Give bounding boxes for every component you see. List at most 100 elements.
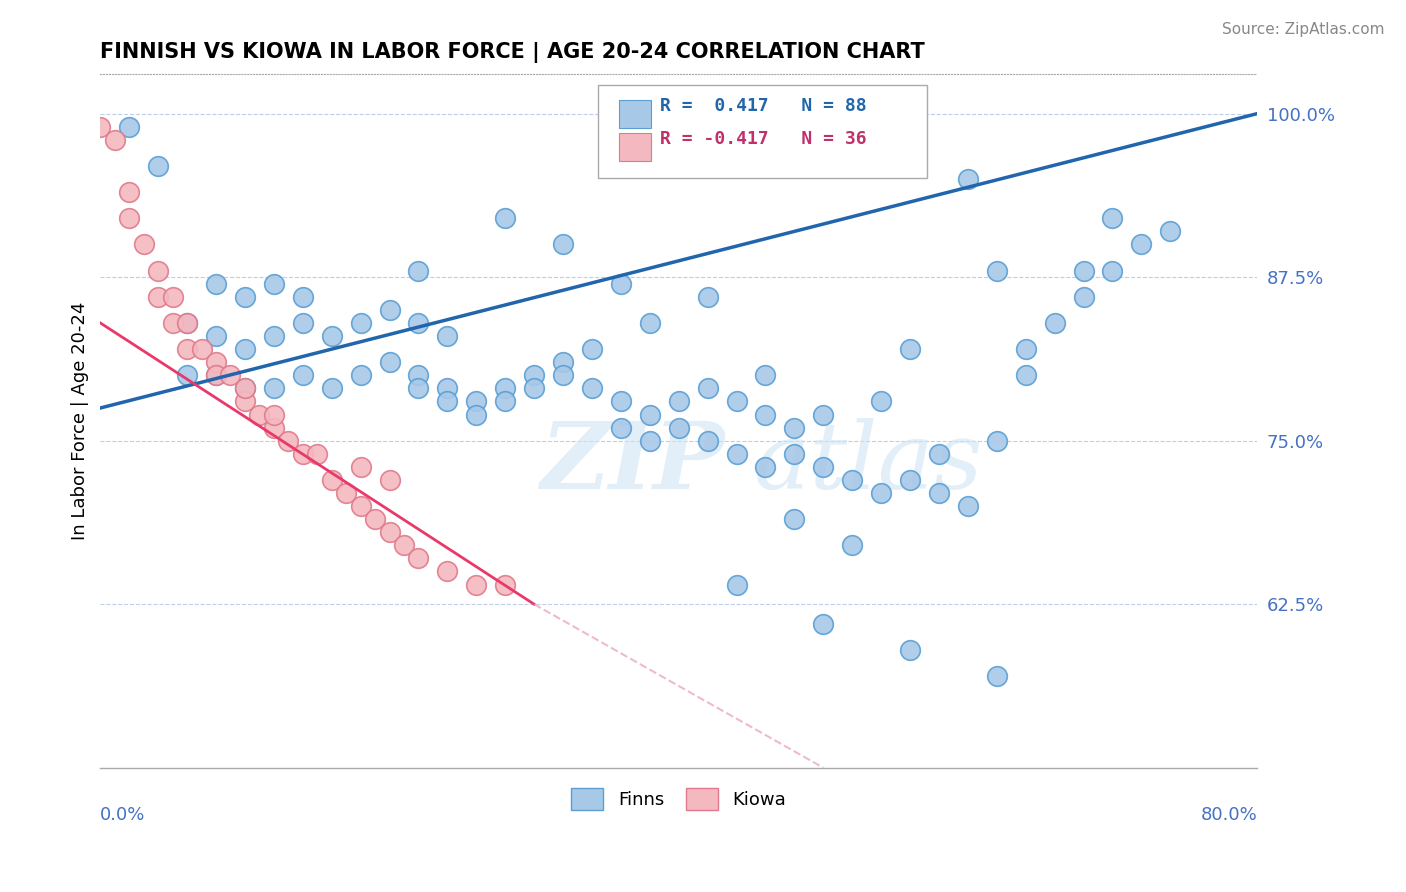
Point <box>277 434 299 448</box>
Point <box>263 420 285 434</box>
Point <box>841 538 863 552</box>
Point <box>1073 290 1095 304</box>
Point <box>668 394 690 409</box>
Text: FINNISH VS KIOWA IN LABOR FORCE | AGE 20-24 CORRELATION CHART: FINNISH VS KIOWA IN LABOR FORCE | AGE 20… <box>100 42 925 62</box>
Point <box>436 381 458 395</box>
Point <box>349 459 371 474</box>
FancyBboxPatch shape <box>619 134 651 161</box>
Point <box>986 263 1008 277</box>
Point <box>349 368 371 383</box>
Point <box>176 368 198 383</box>
Point <box>335 486 357 500</box>
Point <box>233 394 256 409</box>
Point <box>118 211 141 226</box>
Point <box>551 368 574 383</box>
Point <box>118 185 141 199</box>
Point <box>364 512 387 526</box>
FancyBboxPatch shape <box>619 100 651 128</box>
Point <box>494 394 516 409</box>
Point <box>291 316 314 330</box>
Point <box>307 447 329 461</box>
Point <box>408 263 430 277</box>
Point <box>118 120 141 134</box>
Point <box>870 394 893 409</box>
Point <box>870 486 893 500</box>
Point <box>898 473 921 487</box>
Point <box>956 499 979 513</box>
Point <box>89 120 111 134</box>
Point <box>841 473 863 487</box>
Point <box>1101 263 1123 277</box>
Point <box>247 408 270 422</box>
Point <box>349 499 371 513</box>
Point <box>725 447 748 461</box>
Point <box>162 290 184 304</box>
Point <box>551 355 574 369</box>
Point <box>551 237 574 252</box>
Point <box>638 434 661 448</box>
Legend: Finns, Kiowa: Finns, Kiowa <box>564 781 794 818</box>
Point <box>638 408 661 422</box>
Point <box>465 408 488 422</box>
Point <box>321 473 343 487</box>
Point <box>190 342 212 356</box>
Point <box>610 277 633 291</box>
Point <box>610 394 633 409</box>
Point <box>176 316 198 330</box>
Point <box>783 420 806 434</box>
Point <box>176 342 198 356</box>
Point <box>291 368 314 383</box>
Point <box>205 329 228 343</box>
Point <box>1043 316 1066 330</box>
Y-axis label: In Labor Force | Age 20-24: In Labor Force | Age 20-24 <box>72 301 89 541</box>
Text: Source: ZipAtlas.com: Source: ZipAtlas.com <box>1222 22 1385 37</box>
Point <box>465 394 488 409</box>
Point <box>610 420 633 434</box>
Point <box>408 368 430 383</box>
Point <box>349 316 371 330</box>
Point <box>494 381 516 395</box>
Point <box>928 486 950 500</box>
Point <box>1073 263 1095 277</box>
Point <box>233 290 256 304</box>
Point <box>263 408 285 422</box>
Text: 80.0%: 80.0% <box>1201 805 1257 824</box>
Point <box>436 329 458 343</box>
Point <box>205 368 228 383</box>
Point <box>436 565 458 579</box>
Point <box>1159 224 1181 238</box>
Text: R = -0.417   N = 36: R = -0.417 N = 36 <box>661 130 868 148</box>
Point <box>233 342 256 356</box>
Point <box>1015 342 1038 356</box>
Point <box>956 172 979 186</box>
Point <box>638 316 661 330</box>
Point <box>233 381 256 395</box>
Point <box>898 342 921 356</box>
Point <box>1101 211 1123 226</box>
Point <box>378 302 401 317</box>
Point <box>263 277 285 291</box>
Point <box>783 447 806 461</box>
Point <box>813 459 835 474</box>
Point <box>986 434 1008 448</box>
Point <box>219 368 242 383</box>
Point <box>104 133 127 147</box>
Point <box>581 381 603 395</box>
Text: R =  0.417   N = 88: R = 0.417 N = 88 <box>661 96 868 115</box>
Point <box>1130 237 1153 252</box>
Point <box>148 263 170 277</box>
Point <box>813 145 835 160</box>
Point <box>263 329 285 343</box>
Point <box>408 316 430 330</box>
Point <box>696 290 718 304</box>
Point <box>725 394 748 409</box>
Point <box>176 316 198 330</box>
Point <box>696 434 718 448</box>
Text: atlas: atlas <box>754 417 983 508</box>
Point <box>725 577 748 591</box>
Point <box>898 643 921 657</box>
Point <box>233 381 256 395</box>
Point <box>1015 368 1038 383</box>
Point <box>291 447 314 461</box>
Point <box>523 381 546 395</box>
